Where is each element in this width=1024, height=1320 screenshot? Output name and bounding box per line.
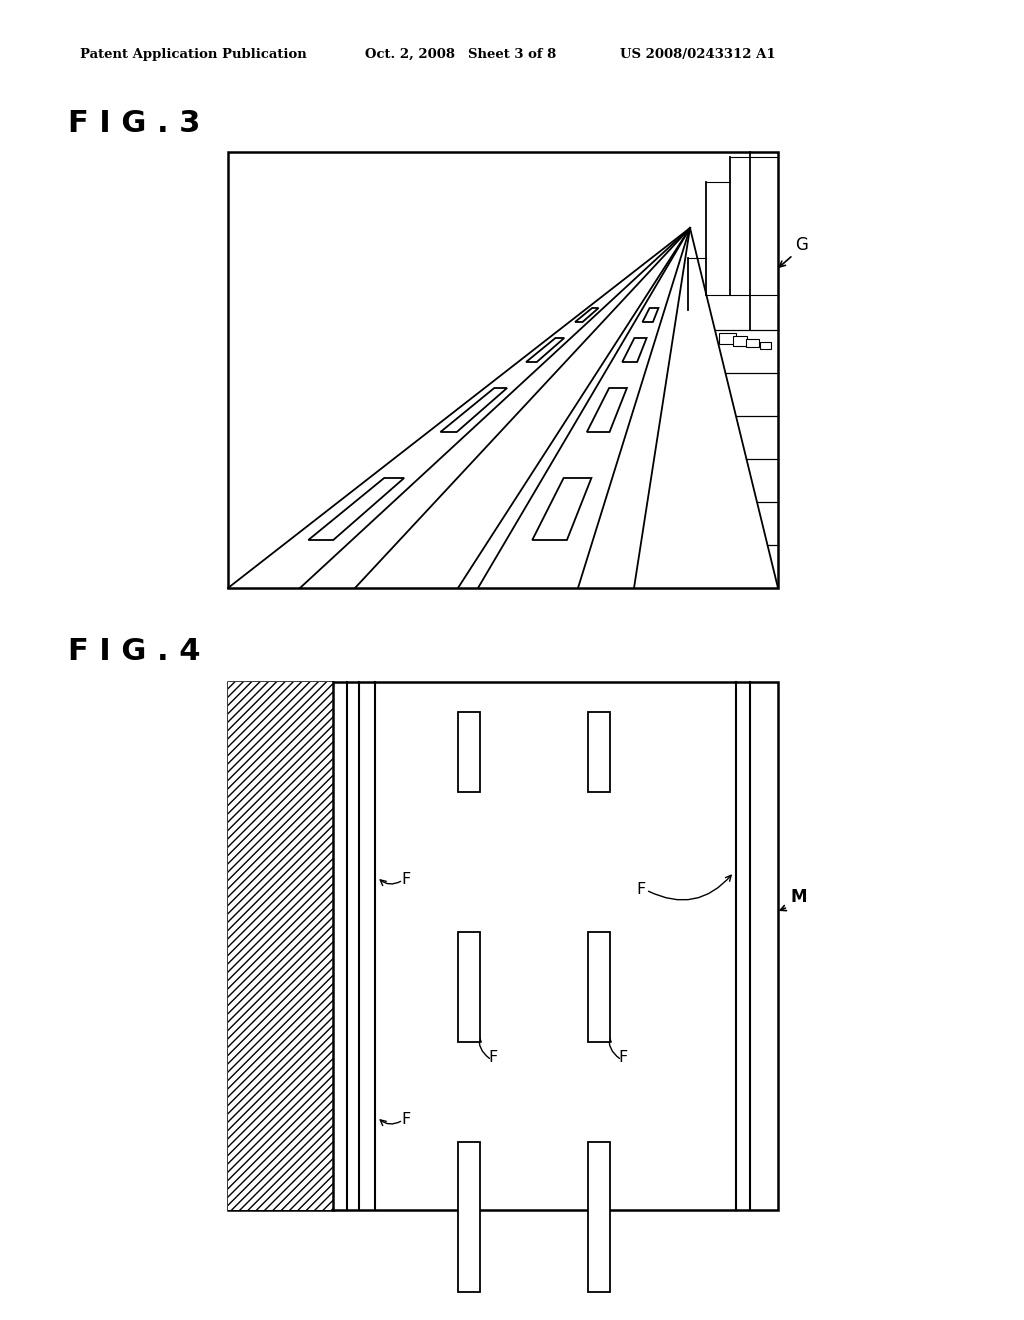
- Text: Sheet 3 of 8: Sheet 3 of 8: [468, 48, 556, 61]
- Bar: [760, 342, 771, 350]
- Polygon shape: [526, 338, 564, 362]
- Polygon shape: [642, 308, 658, 322]
- Text: M: M: [790, 888, 807, 906]
- Bar: [228, 152, 778, 587]
- Polygon shape: [575, 308, 599, 322]
- Bar: [228, 682, 778, 1210]
- Text: US 2008/0243312 A1: US 2008/0243312 A1: [620, 48, 775, 61]
- Bar: [228, 682, 333, 1210]
- Polygon shape: [308, 478, 404, 540]
- Polygon shape: [587, 388, 627, 432]
- Text: G: G: [795, 236, 808, 253]
- Polygon shape: [623, 338, 646, 362]
- Polygon shape: [532, 478, 592, 540]
- Bar: [733, 337, 748, 346]
- Bar: [588, 1142, 610, 1292]
- Text: Patent Application Publication: Patent Application Publication: [80, 48, 307, 61]
- Text: F: F: [401, 1111, 411, 1127]
- Text: Oct. 2, 2008: Oct. 2, 2008: [365, 48, 455, 61]
- Bar: [588, 932, 610, 1041]
- Bar: [458, 932, 480, 1041]
- Bar: [458, 711, 480, 792]
- Bar: [458, 1142, 480, 1292]
- Text: F: F: [636, 882, 645, 898]
- Text: F: F: [488, 1049, 498, 1065]
- Bar: [746, 339, 759, 347]
- Bar: [720, 333, 735, 343]
- Text: F I G . 3: F I G . 3: [68, 110, 201, 139]
- Polygon shape: [440, 388, 507, 432]
- Text: F: F: [618, 1049, 628, 1065]
- Text: F I G . 4: F I G . 4: [68, 638, 201, 667]
- Text: F: F: [401, 873, 411, 887]
- Bar: [588, 711, 610, 792]
